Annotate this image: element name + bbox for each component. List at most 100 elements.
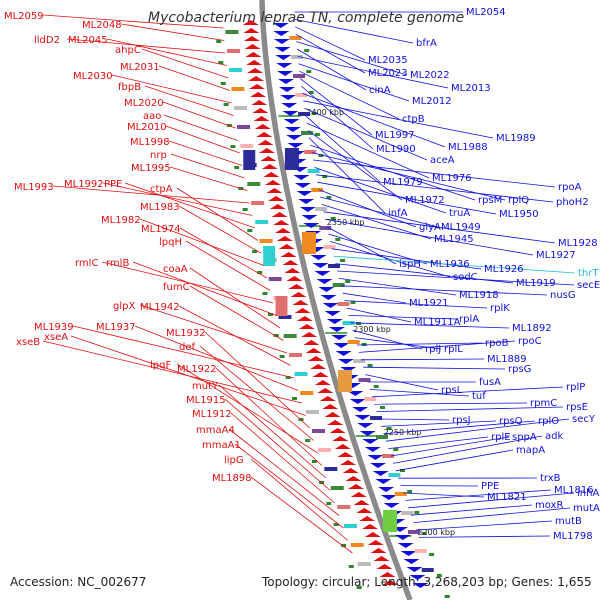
reverse-gene-label[interactable]: coaA <box>163 264 188 275</box>
forward-gene-label[interactable]: ML1816 <box>554 485 594 496</box>
forward-gene-label[interactable]: rpsE <box>566 402 588 413</box>
reverse-gene-label[interactable]: mmaA1 <box>202 440 241 451</box>
reverse-gene-label[interactable]: lipG <box>224 455 244 466</box>
forward-gene-label[interactable]: ML1936 <box>430 259 470 270</box>
forward-gene-label[interactable]: phoH2 <box>556 197 589 208</box>
forward-gene-label[interactable]: ML1972 <box>405 195 445 206</box>
forward-gene-label[interactable]: ML2035 <box>368 55 408 66</box>
forward-gene-label[interactable]: ML1989 <box>496 133 536 144</box>
rna-gene-label[interactable]: thrT <box>578 268 599 279</box>
forward-gene-label[interactable]: ML2054 <box>466 7 506 18</box>
forward-gene-label[interactable]: inhA <box>577 488 599 499</box>
reverse-gene-label[interactable]: aao <box>143 111 161 122</box>
forward-gene-label[interactable]: ML1950 <box>499 209 539 220</box>
forward-gene-label[interactable]: ML2023 <box>368 68 408 79</box>
forward-gene-label[interactable]: ML1945 <box>434 234 474 245</box>
forward-gene-label[interactable]: rpsJ <box>452 415 471 426</box>
reverse-gene-label[interactable]: rmlC <box>75 258 98 269</box>
reverse-gene-label[interactable]: ML2020 <box>124 98 164 109</box>
reverse-gene-label[interactable]: mmaA4 <box>196 425 235 436</box>
reverse-gene-label[interactable]: ML1974 <box>141 224 181 235</box>
forward-gene-label[interactable]: glyA <box>419 222 441 233</box>
reverse-gene-label[interactable]: xseB <box>16 337 40 348</box>
forward-gene-label[interactable]: ML1988 <box>448 142 488 153</box>
forward-gene-label[interactable]: rpsL <box>441 385 463 396</box>
reverse-gene-label[interactable]: ML1912 <box>192 409 232 420</box>
reverse-gene-label[interactable]: ML1922 <box>177 364 217 375</box>
reverse-gene-label[interactable]: ML1939 <box>34 322 74 333</box>
reverse-gene-label[interactable]: fbpB <box>118 82 141 93</box>
forward-gene-label[interactable]: ML2022 <box>410 70 450 81</box>
reverse-gene-label[interactable]: ML2031 <box>120 62 160 73</box>
forward-gene-label[interactable]: rplL <box>444 344 463 355</box>
forward-gene-label[interactable]: cinA <box>369 85 391 96</box>
forward-gene-label[interactable]: ML1979 <box>383 177 423 188</box>
reverse-gene-label[interactable]: ML1983 <box>140 202 180 213</box>
reverse-gene-label[interactable]: fumC <box>163 282 190 293</box>
reverse-gene-label[interactable]: ML1992 <box>64 179 104 190</box>
forward-gene-label[interactable]: nusG <box>550 290 576 301</box>
forward-gene-label[interactable]: mutA <box>573 503 600 514</box>
forward-gene-label[interactable]: rplA <box>459 314 479 325</box>
reverse-gene-label[interactable]: glpX <box>113 301 135 312</box>
forward-gene-label[interactable]: ML1889 <box>487 354 527 365</box>
reverse-gene-label[interactable]: mutY <box>192 381 219 392</box>
forward-gene-label[interactable]: ML2013 <box>451 83 491 94</box>
forward-gene-label[interactable]: ctpB <box>402 114 425 125</box>
reverse-gene-label[interactable]: rmlB <box>106 258 129 269</box>
forward-gene-label[interactable]: tuf <box>472 391 486 402</box>
reverse-gene-label[interactable]: nrp <box>150 150 167 161</box>
forward-gene-label[interactable]: moxR <box>535 500 563 511</box>
forward-gene-label[interactable]: ML1990 <box>376 144 416 155</box>
forward-gene-label[interactable]: ML1997 <box>375 130 415 141</box>
reverse-gene-label[interactable]: lpqF <box>150 360 171 371</box>
reverse-gene-label[interactable]: ML1898 <box>212 473 252 484</box>
reverse-gene-label[interactable]: ML2030 <box>73 71 113 82</box>
reverse-gene-label[interactable]: ML1942 <box>140 302 180 313</box>
forward-gene-label[interactable]: rpsM <box>478 195 502 206</box>
reverse-gene-label[interactable]: ML1993 <box>14 182 54 193</box>
reverse-gene-label[interactable]: ML1915 <box>186 395 226 406</box>
reverse-gene-label[interactable]: ML1995 <box>131 163 171 174</box>
reverse-gene-label[interactable]: xseA <box>44 332 68 343</box>
forward-gene-label[interactable]: ML1911A <box>414 317 461 328</box>
reverse-gene-label[interactable]: ML1998 <box>130 137 170 148</box>
forward-gene-label[interactable]: rplQ <box>508 195 529 206</box>
forward-gene-label[interactable]: secY <box>572 414 596 425</box>
forward-gene-label[interactable]: ML1892 <box>512 323 552 334</box>
forward-gene-label[interactable]: rplK <box>490 303 510 314</box>
forward-gene-label[interactable]: PPE <box>481 481 499 492</box>
reverse-gene-label[interactable]: lpqH <box>159 237 182 248</box>
forward-gene-label[interactable]: rpoC <box>518 336 542 347</box>
forward-gene-label[interactable]: rpoA <box>558 182 582 193</box>
reverse-gene-label[interactable]: ML1937 <box>96 322 136 333</box>
forward-gene-label[interactable]: rpsG <box>508 364 531 375</box>
forward-gene-label[interactable]: rpsQ <box>499 416 523 427</box>
reverse-gene-label[interactable]: ML2045 <box>68 35 108 46</box>
forward-gene-label[interactable]: secE <box>577 280 600 291</box>
forward-gene-label[interactable]: ML1798 <box>553 531 593 542</box>
forward-gene-label[interactable]: bfrA <box>416 38 437 49</box>
forward-gene-label[interactable]: infA <box>388 208 408 219</box>
reverse-gene-label[interactable]: ML1932 <box>166 328 206 339</box>
forward-gene-label[interactable]: rplO <box>538 416 559 427</box>
reverse-gene-label[interactable]: lldD2 <box>34 35 60 46</box>
forward-gene-label[interactable]: rpmC <box>530 398 557 409</box>
reverse-gene-label[interactable]: def <box>179 342 196 353</box>
forward-gene-label[interactable]: ML1976 <box>432 173 472 184</box>
reverse-gene-label[interactable]: ahpC <box>115 45 141 56</box>
reverse-gene-label[interactable]: ML2048 <box>82 20 122 31</box>
forward-gene-label[interactable]: mapA <box>516 445 545 456</box>
reverse-gene-label[interactable]: ctpA <box>150 184 173 195</box>
forward-gene-label[interactable]: rpoB <box>485 338 509 349</box>
forward-gene-label[interactable]: ML1926 <box>484 264 524 275</box>
forward-gene-label[interactable]: aceA <box>430 155 455 166</box>
forward-gene-label[interactable]: ML1927 <box>536 250 576 261</box>
forward-gene-label[interactable]: ispH <box>399 259 421 270</box>
forward-gene-label[interactable]: sppA <box>512 432 537 443</box>
forward-gene-label[interactable]: rplJ <box>425 344 441 355</box>
forward-gene-label[interactable]: sodC <box>453 272 478 283</box>
forward-gene-label[interactable]: mutB <box>555 516 582 527</box>
reverse-gene-label[interactable]: ML2059 <box>4 11 44 22</box>
forward-gene-label[interactable]: fusA <box>479 377 501 388</box>
